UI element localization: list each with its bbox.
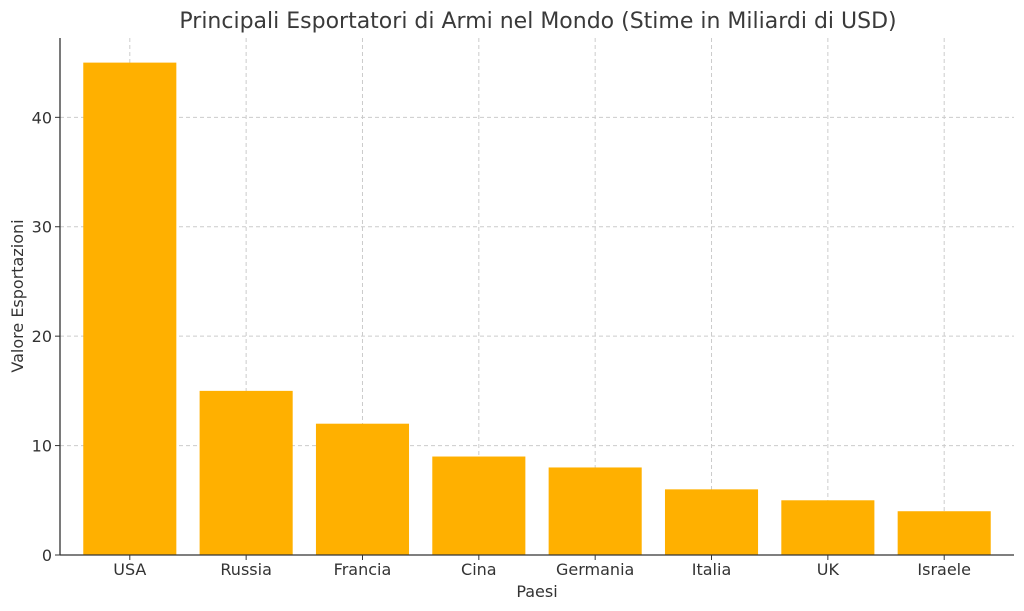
bar-usa [83,62,177,555]
bar-israele [897,511,991,555]
bar-uk [781,500,875,555]
axes-layer [55,38,1014,560]
x-tick-label: Italia [692,560,732,579]
x-tick-label: UK [817,560,840,579]
x-tick-label: USA [113,560,146,579]
y-tick-label: 20 [32,327,52,346]
bars-layer [83,62,991,555]
x-tick-labels: USA Russia Francia Cina Germania Italia UK Isra… [113,560,971,579]
bar-russia [199,390,293,555]
x-tick-label: Francia [334,560,392,579]
x-tick-label: Israele [917,560,971,579]
x-tick-label: Russia [220,560,271,579]
x-axis-label: Paesi [516,582,557,601]
x-tick-label: Germania [556,560,634,579]
chart-title: Principali Esportatori di Armi nel Mondo… [179,9,896,34]
bar-italia [664,489,759,555]
y-axis-label: Valore Esportazioni [8,219,27,372]
y-tick-label: 10 [32,437,52,456]
bar-francia [315,423,410,555]
y-tick-label: 40 [32,108,52,127]
bar-germania [548,467,642,555]
y-tick-label: 30 [32,218,52,237]
y-tick-label: 0 [42,546,52,565]
x-tick-label: Cina [461,560,497,579]
bar-cina [432,456,526,555]
y-tick-labels: 0 10 20 30 40 [32,108,52,565]
